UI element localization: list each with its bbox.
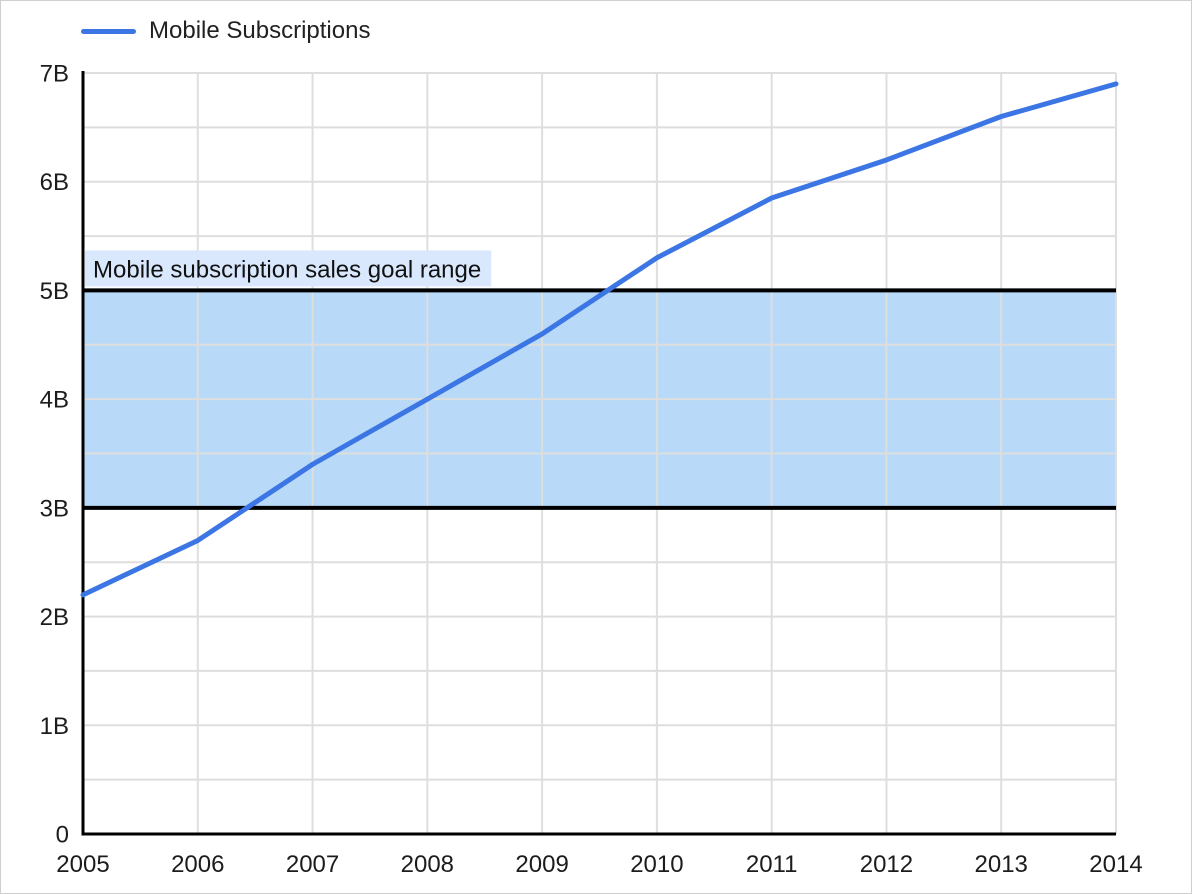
series-line-mobile-subscriptions — [80, 81, 1119, 598]
x-axis-tick-label: 2010 — [630, 851, 683, 878]
legend: Mobile Subscriptions — [81, 16, 370, 46]
x-axis-tick-label: 2007 — [286, 851, 339, 878]
y-axis-tick-label: 5B — [40, 278, 69, 305]
x-axis-tick-label: 2008 — [401, 851, 454, 878]
goal-range-label-background — [85, 250, 492, 287]
legend-series-label: Mobile Subscriptions — [149, 17, 371, 44]
x-axis-tick-label: 2009 — [515, 851, 568, 878]
x-axis-tick-label: 2014 — [1089, 851, 1142, 878]
y-axis-tick-label: 4B — [40, 387, 69, 414]
x-axis-tick-label: 2005 — [56, 851, 109, 878]
y-axis-tick-label: 2B — [40, 604, 69, 631]
x-axis-tick-label: 2013 — [975, 851, 1028, 878]
y-axis-tick-label: 3B — [40, 495, 69, 522]
y-axis-tick-label: 6B — [40, 169, 69, 196]
x-axis-tick-label: 2006 — [171, 851, 224, 878]
legend-line-swatch — [81, 28, 136, 34]
y-axis-tick-label: 1B — [40, 713, 69, 740]
goal-range-label: Mobile subscription sales goal range — [93, 256, 481, 283]
x-axis-tick-label: 2011 — [746, 851, 798, 878]
x-axis-tick-label: 2012 — [860, 851, 913, 878]
y-axis-tick-label: 7B — [40, 61, 69, 88]
y-axis-tick-label: 0 — [56, 822, 69, 849]
